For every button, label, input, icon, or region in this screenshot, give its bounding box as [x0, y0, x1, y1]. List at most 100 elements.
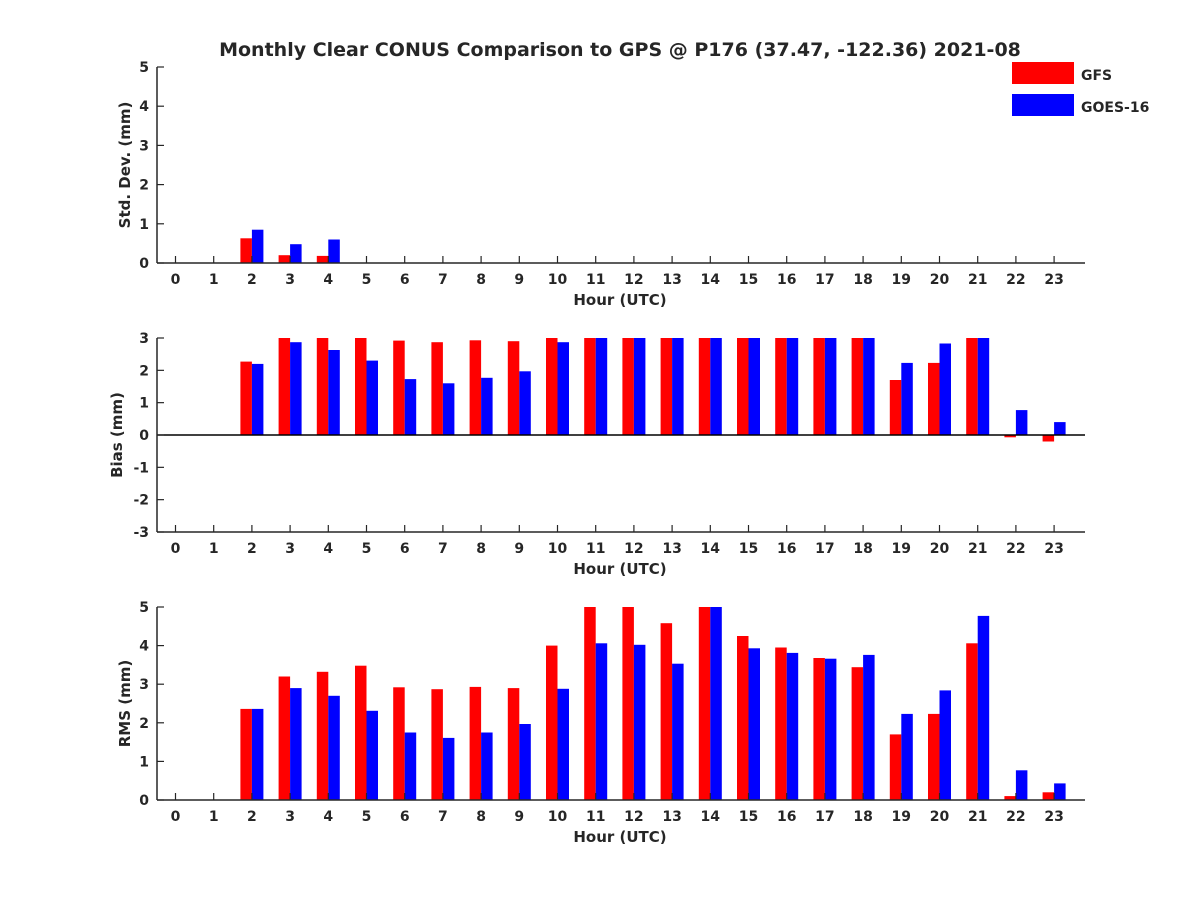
rms-bar-gfs-h15	[737, 636, 749, 800]
bias-x-tick-label: 12	[624, 541, 643, 557]
bias-bar-goes16-h11	[595, 338, 608, 435]
bias-bar-goes16-h2	[251, 363, 264, 435]
std-dev-y-tick-label: 1	[139, 217, 149, 233]
bias-bar-goes16-h6	[404, 379, 417, 435]
rms-bar-gfs-h9	[507, 688, 520, 800]
rms-x-tick-label: 4	[323, 809, 333, 825]
rms-bar-goes16-h23	[1054, 783, 1066, 800]
bias-bar-gfs-h10	[546, 338, 558, 435]
rms-bar-goes16-h8	[481, 732, 493, 800]
std-dev-x-tick-label: 22	[1006, 272, 1025, 288]
std-dev-bar-gfs-h4	[316, 255, 329, 263]
std-dev-x-tick-label: 21	[968, 272, 987, 288]
std-dev-x-tick-label: 1	[209, 272, 219, 288]
rms-x-tick-label: 1	[209, 809, 219, 825]
bias-bar-gfs-h7	[431, 342, 443, 435]
bias-bar-goes16-h17	[824, 338, 837, 435]
rms-bar-goes16-h5	[366, 710, 378, 800]
bias-bar-gfs-h8	[469, 340, 482, 435]
rms-bar-goes16-h15	[748, 648, 760, 800]
std-dev-y-tick-label: 4	[139, 99, 149, 115]
rms-y-tick-label: 5	[139, 600, 149, 616]
std-dev-x-tick-label: 0	[171, 272, 181, 288]
bias-x-tick-label: 16	[777, 541, 796, 557]
bias-bar-goes16-h4	[328, 350, 340, 435]
std-dev-x-tick-label: 20	[930, 272, 950, 288]
legend: GFS GOES-16	[1012, 62, 1149, 116]
bias-bar-gfs-h23	[1042, 435, 1055, 442]
std-dev-x-tick-label: 2	[247, 272, 257, 288]
bias-bar-gfs-h15	[737, 338, 749, 435]
rms-bar-goes16-h17	[824, 658, 837, 800]
rms-x-tick-label: 2	[247, 809, 257, 825]
bias-x-tick-label: 2	[247, 541, 257, 557]
bias-x-tick-label: 7	[438, 541, 448, 557]
bias-bar-gfs-h16	[775, 338, 787, 435]
bias-x-tick-label: 9	[514, 541, 524, 557]
std-dev-y-tick-label: 3	[139, 138, 149, 154]
rms-y-tick-label: 4	[139, 639, 149, 655]
bias-bar-gfs-h5	[355, 338, 367, 435]
rms-bar-goes16-h18	[863, 654, 875, 800]
rms-bar-goes16-h16	[786, 652, 799, 800]
rms-y-axis-title: RMS (mm)	[116, 660, 134, 747]
bias-bar-goes16-h7	[442, 383, 455, 435]
std-dev-x-tick-label: 7	[438, 272, 448, 288]
std-dev-y-tick-label: 2	[139, 178, 149, 194]
rms-x-tick-label: 12	[624, 809, 643, 825]
bias-bar-goes16-h14	[710, 338, 722, 435]
rms-bar-goes16-h13	[672, 663, 684, 800]
bias-bar-gfs-h22	[1004, 435, 1016, 438]
bias-bar-goes16-h21	[977, 338, 990, 435]
bias-bar-gfs-h17	[813, 338, 825, 435]
bias-bar-gfs-h19	[889, 380, 902, 435]
std-dev-x-tick-label: 8	[476, 272, 486, 288]
bias-bar-gfs-h20	[928, 362, 940, 435]
bias-x-tick-label: 14	[701, 541, 721, 557]
rms-bar-goes16-h11	[595, 643, 608, 800]
std-dev-x-tick-label: 13	[662, 272, 681, 288]
bias-y-tick-label: 2	[139, 363, 149, 379]
rms-bar-goes16-h21	[977, 615, 990, 800]
bias-bar-goes16-h5	[366, 360, 378, 435]
bias-bar-gfs-h21	[966, 338, 978, 435]
rms-x-tick-label: 22	[1006, 809, 1025, 825]
rms-y-tick-label: 0	[139, 793, 149, 809]
rms-bar-gfs-h2	[240, 708, 252, 800]
rms-bar-gfs-h21	[966, 643, 978, 800]
rms-x-tick-label: 5	[362, 809, 372, 825]
bias-bar-goes16-h23	[1054, 422, 1066, 435]
rms-bar-goes16-h20	[939, 690, 951, 800]
bias-bar-goes16-h3	[290, 342, 302, 435]
rms-x-axis-title: Hour (UTC)	[573, 828, 666, 846]
std-dev-x-tick-label: 23	[1044, 272, 1063, 288]
rms-bar-gfs-h5	[355, 665, 367, 800]
rms-bar-gfs-h7	[431, 689, 443, 800]
rms-bar-gfs-h12	[622, 607, 634, 800]
rms-bar-gfs-h14	[698, 607, 711, 800]
std-dev-x-axis-title: Hour (UTC)	[573, 291, 666, 309]
bias-x-tick-label: 5	[362, 541, 372, 557]
bias-x-tick-label: 11	[586, 541, 605, 557]
std-dev-bar-goes16-h2	[251, 229, 264, 263]
rms-y-tick-label: 1	[139, 754, 149, 770]
bias-x-tick-label: 13	[662, 541, 681, 557]
legend-swatch-gfs	[1012, 62, 1074, 84]
std-dev-x-tick-label: 12	[624, 272, 643, 288]
rms-x-tick-label: 18	[853, 809, 872, 825]
rms-bar-gfs-h23	[1042, 792, 1055, 800]
bias-x-tick-label: 4	[323, 541, 333, 557]
bias-bar-goes16-h10	[557, 342, 569, 435]
bias-bar-gfs-h2	[240, 361, 252, 435]
bias-bar-gfs-h9	[507, 341, 520, 435]
rms-x-tick-label: 16	[777, 809, 796, 825]
bias-x-axis-title: Hour (UTC)	[573, 560, 666, 578]
rms-x-tick-label: 7	[438, 809, 448, 825]
bias-bar-gfs-h12	[622, 338, 634, 435]
rms-x-tick-label: 15	[739, 809, 758, 825]
std-dev-bar-gfs-h2	[240, 238, 252, 263]
std-dev-x-tick-label: 10	[548, 272, 568, 288]
